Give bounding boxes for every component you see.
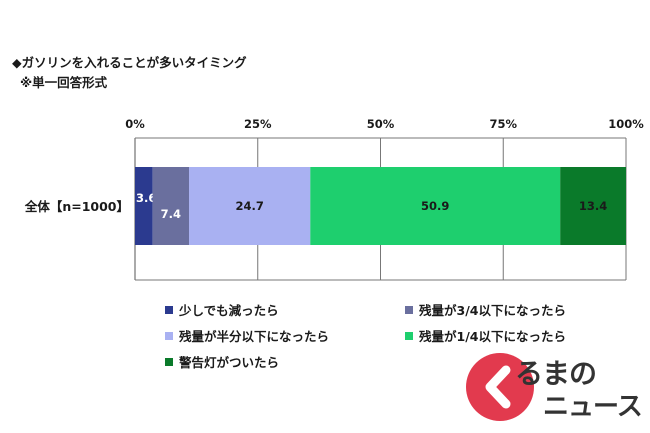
bar-segment-5 (560, 167, 626, 245)
legend-item-5: 警告灯がついたら (165, 352, 279, 371)
category-label: 全体【n=1000】 (24, 199, 129, 214)
legend-swatch-icon (405, 305, 413, 314)
x-tick-label: 75% (489, 117, 517, 131)
data-label-1: 3.6 (136, 191, 156, 205)
legend-item-2: 残量が3/4以下になったら (405, 300, 566, 319)
data-label-4: 50.9 (421, 199, 449, 213)
bar-segment-3 (189, 167, 311, 245)
data-label-5: 13.4 (579, 199, 607, 213)
bar-segment-4 (310, 167, 561, 245)
legend-swatch-icon (405, 331, 413, 340)
legend-swatch-icon (165, 331, 173, 340)
legend-swatch-icon (165, 305, 173, 314)
legend-item-4: 残量が1/4以下になったら (405, 326, 566, 345)
legend-item-1: 少しでも減ったら (165, 300, 279, 319)
x-tick-label: 100% (608, 117, 644, 131)
bar-segment-1 (135, 167, 153, 245)
data-label-3: 24.7 (235, 199, 263, 213)
chart-title: ◆ガソリンを入れることが多いタイミング (12, 55, 247, 70)
x-tick-label: 50% (367, 117, 395, 131)
legend-swatch-icon (165, 357, 173, 366)
legend-item-3: 残量が半分以下になったら (165, 326, 329, 345)
kurumanonews-logo-icon (466, 353, 534, 421)
chart-subtitle: ※単一回答形式 (20, 75, 108, 90)
logo-text-line1: るまの (515, 357, 597, 390)
bar-segment-2 (152, 167, 190, 245)
legend-label: 少しでも減ったら (179, 303, 279, 318)
legend-label: 残量が半分以下になったら (179, 329, 330, 344)
data-label-2: 7.4 (161, 207, 181, 221)
legend-label: 残量が3/4以下になったら (419, 303, 566, 318)
x-tick-label: 0% (125, 117, 145, 131)
logo-text-line2: ニュース (543, 392, 643, 422)
legend-label: 警告灯がついたら (179, 355, 280, 370)
legend-label: 残量が1/4以下になったら (419, 329, 566, 344)
x-tick-label: 25% (244, 117, 272, 131)
